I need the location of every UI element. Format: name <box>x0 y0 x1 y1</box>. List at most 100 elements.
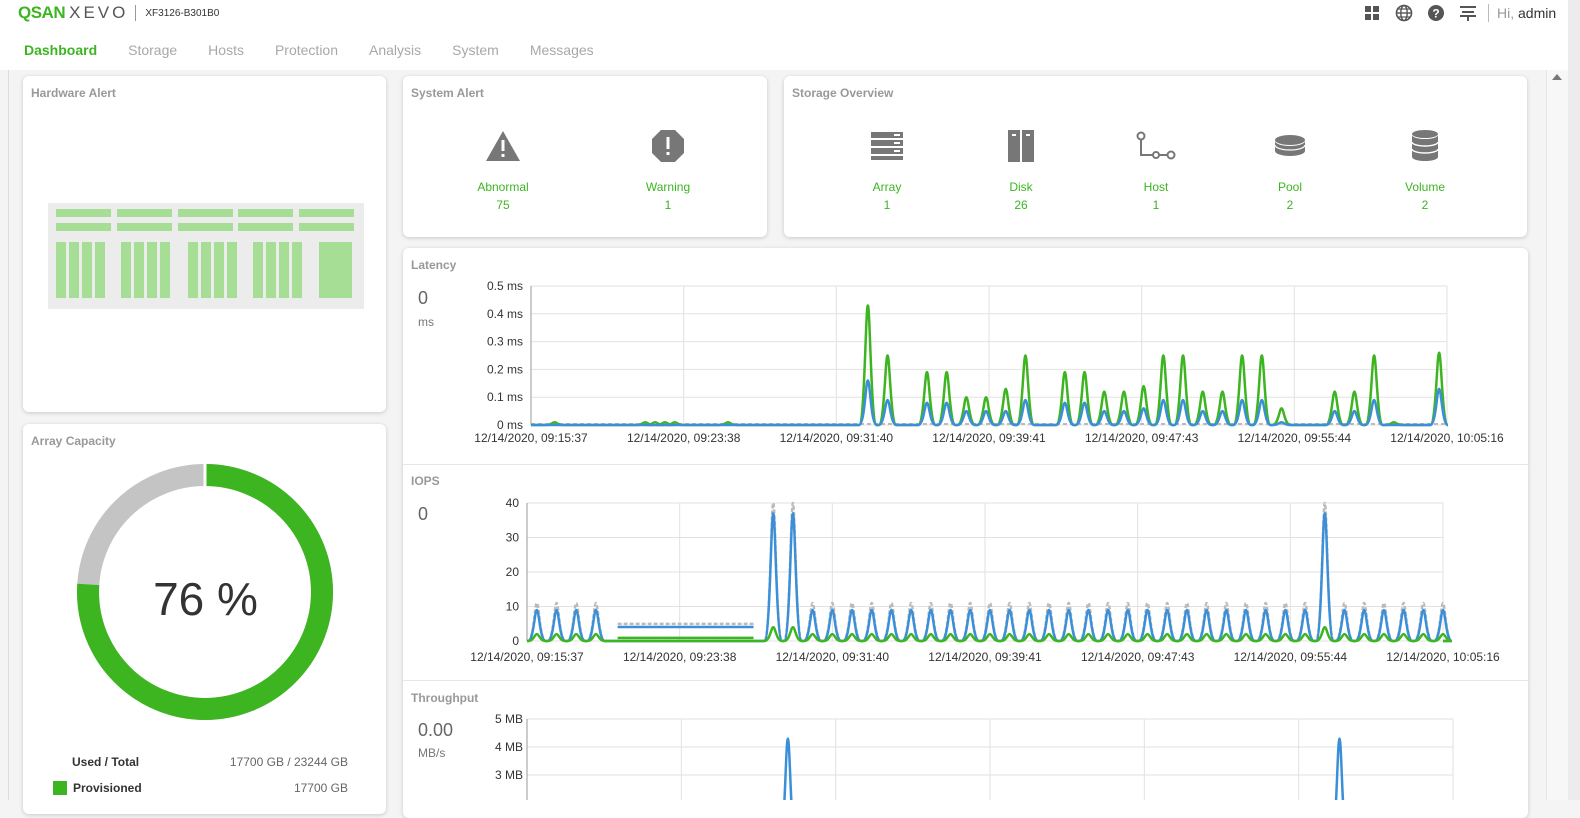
volume-icon <box>1380 126 1470 166</box>
x-tick-label: 12/14/2020, 09:47:43 <box>1081 650 1195 664</box>
pool-icon <box>1245 126 1335 166</box>
used-total-label: Used / Total <box>72 755 140 769</box>
y-tick-label: 5 MB <box>495 712 523 726</box>
latency-current-value: 0 <box>418 288 429 308</box>
tab-system[interactable]: System <box>452 42 499 58</box>
hardware-alert-title: Hardware Alert <box>31 86 116 100</box>
performance-card: Latency 0 ms IOPS 0 Throughput 0.00 MB/s… <box>403 248 1529 818</box>
disk-icon <box>976 126 1066 166</box>
overview-volume[interactable]: Volume 2 <box>1380 126 1470 212</box>
warning-label: Warning <box>645 180 691 194</box>
array-label: Array <box>872 180 902 194</box>
x-tick-label: 12/14/2020, 09:31:40 <box>780 431 894 445</box>
y-tick-label: 4 MB <box>495 740 523 754</box>
pool-value: 2 <box>1286 198 1294 212</box>
x-tick-label: 12/14/2020, 09:15:37 <box>470 650 584 664</box>
series-line <box>531 379 1450 427</box>
tab-messages[interactable]: Messages <box>529 42 594 58</box>
storage-overview-title: Storage Overview <box>792 86 894 100</box>
throughput-spike <box>1334 737 1345 800</box>
header-toolbar: ? Hi, admin <box>1362 3 1556 23</box>
user-name: admin <box>1518 5 1557 21</box>
overview-pool[interactable]: Pool 2 <box>1245 126 1335 212</box>
array-icon <box>842 126 932 166</box>
throughput-chart: 3 MB 4 MB 5 MB <box>495 712 1454 800</box>
svg-text:?: ? <box>1432 7 1439 21</box>
x-tick-label: 12/14/2020, 10:05:16 <box>1386 650 1500 664</box>
x-tick-label: 12/14/2020, 09:55:44 <box>1238 431 1352 445</box>
tab-hosts[interactable]: Hosts <box>208 42 244 58</box>
tab-protection[interactable]: Protection <box>274 42 339 58</box>
provisioned-row: Provisioned 17700 GB <box>53 781 348 795</box>
provisioned-label: Provisioned <box>73 781 142 795</box>
enclosure-diagram[interactable] <box>48 203 364 309</box>
abnormal-label: Abnormal <box>477 180 529 194</box>
host-value: 1 <box>1152 198 1160 212</box>
provisioned-value: 17700 GB <box>293 781 348 795</box>
qsan-logo[interactable]: QSAN XEVO XF3126-B301B0 <box>18 3 220 22</box>
throughput-spike <box>783 737 793 800</box>
y-tick-label: 10 <box>506 600 520 614</box>
latency-unit: ms <box>418 315 434 329</box>
model-name: XF3126-B301B0 <box>145 7 220 19</box>
grid-icon[interactable] <box>1362 3 1382 23</box>
y-tick-label: 0 <box>512 634 519 648</box>
series-line <box>527 625 1453 643</box>
y-tick-label: 3 MB <box>495 768 523 782</box>
network-icon[interactable] <box>1458 3 1478 23</box>
y-tick-label: 40 <box>506 496 520 510</box>
warning-triangle-icon <box>458 126 548 166</box>
volume-label: Volume <box>1404 180 1446 194</box>
x-tick-label: 12/14/2020, 10:05:16 <box>1390 431 1504 445</box>
tab-analysis[interactable]: Analysis <box>369 42 422 58</box>
disk-value: 26 <box>1014 198 1028 212</box>
logo-product: XEVO <box>69 3 129 22</box>
header-separator <box>1488 4 1489 22</box>
content-left-border <box>8 70 9 800</box>
tab-dashboard[interactable]: Dashboard <box>24 42 98 58</box>
overview-host[interactable]: Host 1 <box>1111 126 1201 212</box>
array-value: 1 <box>883 198 891 212</box>
help-icon[interactable]: ? <box>1426 3 1446 23</box>
warning-alert[interactable]: Warning 1 <box>623 126 713 212</box>
x-tick-label: 12/14/2020, 09:39:41 <box>932 431 1046 445</box>
volume-value: 2 <box>1421 198 1429 212</box>
y-tick-label: 0 ms <box>497 418 523 432</box>
tab-storage[interactable]: Storage <box>128 42 178 58</box>
warning-octagon-icon <box>623 126 713 166</box>
overview-array[interactable]: Array 1 <box>842 126 932 212</box>
warning-value: 1 <box>664 198 672 212</box>
y-tick-label: 0.2 ms <box>487 362 523 376</box>
host-label: Host <box>1143 180 1169 194</box>
scroll-up-arrow-icon[interactable] <box>1552 74 1562 80</box>
greeting-text: Hi, <box>1497 5 1515 21</box>
capacity-percent: 76 % <box>153 573 258 625</box>
series-line <box>527 512 1453 643</box>
iops-title: IOPS <box>411 474 440 488</box>
x-tick-label: 12/14/2020, 09:23:38 <box>627 431 741 445</box>
host-icon <box>1111 126 1201 166</box>
y-tick-label: 20 <box>506 565 520 579</box>
main-nav: Dashboard Storage Hosts Protection Analy… <box>24 42 625 58</box>
abnormal-alert[interactable]: Abnormal 75 <box>458 126 548 212</box>
y-tick-label: 30 <box>506 531 520 545</box>
y-tick-label: 0.5 ms <box>487 279 523 293</box>
overview-disk[interactable]: Disk 26 <box>976 126 1066 212</box>
logo-separator <box>135 5 137 21</box>
provisioned-legend-swatch <box>53 781 67 795</box>
iops-throughput-divider <box>403 680 1529 681</box>
used-total-row: Used / Total 17700 GB / 23244 GB <box>72 755 348 769</box>
page-scrollbar[interactable] <box>1568 0 1580 800</box>
latency-title: Latency <box>411 258 457 272</box>
user-greeting[interactable]: Hi, admin <box>1497 5 1556 21</box>
used-total-value: 17700 GB / 23244 GB <box>229 755 348 769</box>
system-alert-card: System Alert Abnormal 75 Warning 1 <box>403 76 767 237</box>
iops-current-value: 0 <box>418 504 429 524</box>
top-bar: QSAN XEVO XF3126-B301B0 ? Hi, admin Dash… <box>0 0 1568 70</box>
storage-overview-card: Storage Overview Array 1 Disk 26 Host 1 … <box>784 76 1527 237</box>
x-tick-label: 12/14/2020, 09:55:44 <box>1234 650 1348 664</box>
globe-icon[interactable] <box>1394 3 1414 23</box>
y-tick-label: 0.1 ms <box>487 390 523 404</box>
content-scrollbar[interactable] <box>1546 70 1569 800</box>
throughput-current-value: 0.00 <box>418 720 454 740</box>
